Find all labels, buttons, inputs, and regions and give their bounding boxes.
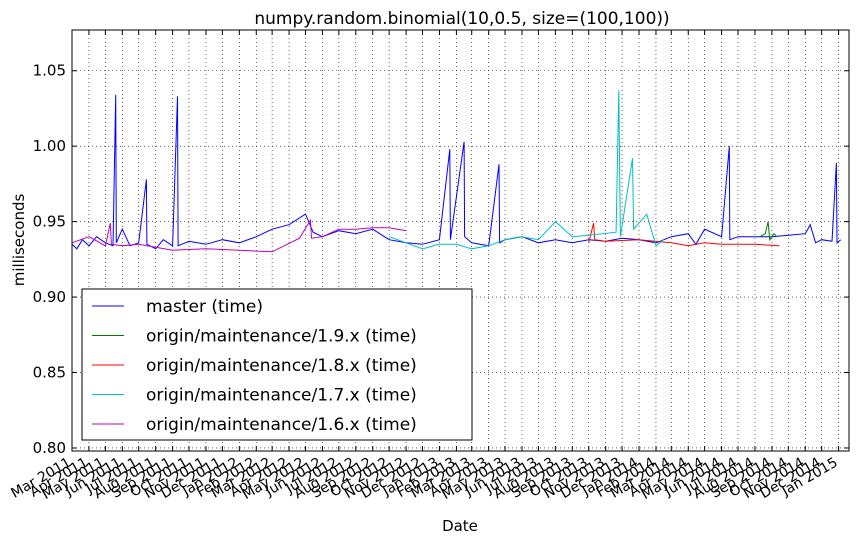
y-axis: 0.80 0.85 0.90 0.95 1.00 1.05 xyxy=(33,62,849,457)
legend-label: origin/maintenance/1.8.x (time) xyxy=(146,356,417,376)
series-line xyxy=(759,221,778,242)
series-line xyxy=(71,94,842,250)
legend-label: origin/maintenance/1.7.x (time) xyxy=(146,386,417,406)
legend-label: origin/maintenance/1.9.x (time) xyxy=(146,327,417,347)
legend: master (time) origin/maintenance/1.9.x (t… xyxy=(81,288,473,441)
y-tick-label: 0.90 xyxy=(33,288,66,306)
series-layer xyxy=(71,90,842,253)
plot-frame xyxy=(71,29,850,452)
legend-label: master (time) xyxy=(146,297,263,317)
series-line xyxy=(388,90,664,250)
legend-box xyxy=(81,288,473,441)
y-tick-label: 0.95 xyxy=(33,213,66,231)
chart-title: numpy.random.binomial(10,0.5, size=(100,… xyxy=(254,9,669,29)
series-line xyxy=(71,218,407,253)
y-tick-label: 0.85 xyxy=(33,364,66,382)
y-tick-label: 0.80 xyxy=(33,439,66,457)
legend-label: origin/maintenance/1.6.x (time) xyxy=(146,415,417,435)
y-tick-label: 1.00 xyxy=(33,137,66,155)
x-axis-label: Date xyxy=(442,517,478,535)
y-tick-label: 1.05 xyxy=(33,62,66,80)
y-axis-label: milliseconds xyxy=(10,194,28,287)
